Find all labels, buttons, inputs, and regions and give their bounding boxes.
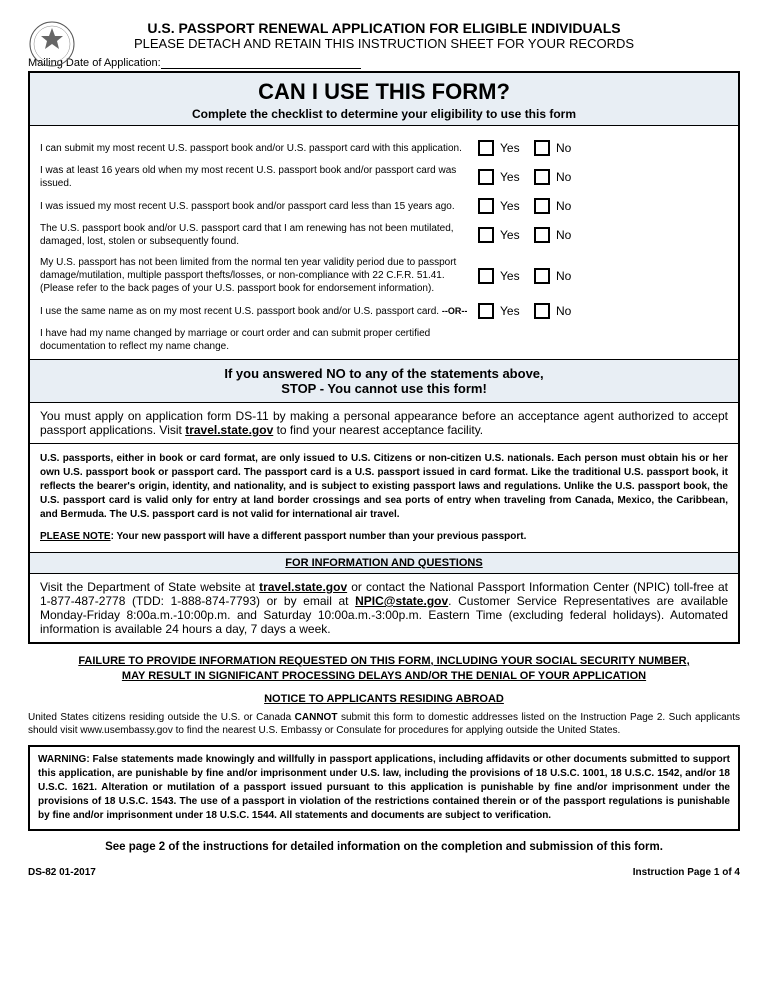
yes-checkbox[interactable] [478,268,494,284]
npic-email-link[interactable]: NPIC@state.gov [355,594,448,608]
question-text: I use the same name as on my most recent… [40,305,470,318]
page-footer: DS-82 01-2017 Instruction Page 1 of 4 [28,867,740,878]
stop-notice: If you answered NO to any of the stateme… [30,360,738,403]
checklist-questions: I can submit my most recent U.S. passpor… [30,126,738,360]
eligibility-header: CAN I USE THIS FORM? Complete the checkl… [30,73,738,126]
no-checkbox[interactable] [534,268,550,284]
ds11-instruction: You must apply on application form DS-11… [30,403,738,444]
no-label: No [556,228,584,242]
question-row: I can submit my most recent U.S. passpor… [40,140,728,156]
cannot-text: CANNOT [295,712,338,723]
no-label: No [556,141,584,155]
yes-label: Yes [500,228,528,242]
mailing-date-input[interactable] [161,68,361,69]
no-checkbox[interactable] [534,198,550,214]
can-i-use-title: CAN I USE THIS FORM? [34,79,734,105]
question-text: The U.S. passport book and/or U.S. passp… [40,222,470,248]
checklist-subtitle: Complete the checklist to determine your… [34,107,734,121]
info-paragraph: U.S. passports, either in book or card f… [40,452,728,522]
yes-label: Yes [500,269,528,283]
abroad-title: NOTICE TO APPLICANTS RESIDING ABROAD [28,693,740,705]
npic-contact: Visit the Department of State website at… [30,574,738,642]
q6b-text: I have had my name changed by marriage o… [40,327,470,353]
us-seal-icon [28,20,76,68]
stop-line-1: If you answered NO to any of the stateme… [36,366,732,381]
yes-label: Yes [500,199,528,213]
yes-label: Yes [500,141,528,155]
no-checkbox[interactable] [534,140,550,156]
npic-p1: Visit the Department of State website at [40,580,259,594]
abroad-text: United States citizens residing outside … [28,711,740,737]
note-text: : Your new passport will have a differen… [111,531,527,542]
question-text: I was issued my most recent U.S. passpor… [40,200,470,213]
yes-label: Yes [500,170,528,184]
no-checkbox[interactable] [534,169,550,185]
failure-line-2: MAY RESULT IN SIGNIFICANT PROCESSING DEL… [28,669,740,684]
failure-notice: FAILURE TO PROVIDE INFORMATION REQUESTED… [28,654,740,685]
ds11-post: to find your nearest acceptance facility… [273,423,483,437]
form-number: DS-82 01-2017 [28,867,96,878]
see-page-2: See page 2 of the instructions for detai… [28,841,740,853]
page-number: Instruction Page 1 of 4 [633,867,740,878]
yes-checkbox[interactable] [478,169,494,185]
info-questions-title: FOR INFORMATION AND QUESTIONS [30,553,738,574]
note-label: PLEASE NOTE [40,531,111,542]
q6a-text: I use the same name as on my most recent… [40,306,442,317]
question-row: The U.S. passport book and/or U.S. passp… [40,222,728,248]
failure-line-1: FAILURE TO PROVIDE INFORMATION REQUESTED… [28,654,740,669]
no-checkbox[interactable] [534,227,550,243]
or-text: --OR-- [442,306,468,316]
warning-box: WARNING: False statements made knowingly… [28,745,740,831]
yes-checkbox[interactable] [478,303,494,319]
no-label: No [556,170,584,184]
question-row: My U.S. passport has not been limited fr… [40,256,728,295]
no-label: No [556,199,584,213]
question-text: My U.S. passport has not been limited fr… [40,256,470,295]
question-row: I was at least 16 years old when my most… [40,164,728,190]
no-checkbox[interactable] [534,303,550,319]
question-text: I was at least 16 years old when my most… [40,164,470,190]
travel-state-link-2[interactable]: travel.state.gov [259,580,347,594]
please-note: PLEASE NOTE: Your new passport will have… [40,530,728,544]
no-label: No [556,269,584,283]
travel-state-link[interactable]: travel.state.gov [185,423,273,437]
yes-checkbox[interactable] [478,140,494,156]
yes-checkbox[interactable] [478,198,494,214]
no-label: No [556,304,584,318]
question-row: I was issued my most recent U.S. passpor… [40,198,728,214]
question-text: I can submit my most recent U.S. passpor… [40,142,470,155]
mailing-date-field: Mailing Date of Application: [28,57,740,69]
yes-label: Yes [500,304,528,318]
document-header: U.S. PASSPORT RENEWAL APPLICATION FOR EL… [28,20,740,51]
title-line-1: U.S. PASSPORT RENEWAL APPLICATION FOR EL… [28,20,740,36]
passport-info-block: U.S. passports, either in book or card f… [30,444,738,553]
title-line-2: PLEASE DETACH AND RETAIN THIS INSTRUCTIO… [28,36,740,51]
main-form-box: CAN I USE THIS FORM? Complete the checkl… [28,71,740,644]
yes-checkbox[interactable] [478,227,494,243]
question-row: I use the same name as on my most recent… [40,303,728,319]
abroad-p1: United States citizens residing outside … [28,712,295,723]
stop-line-2: STOP - You cannot use this form! [36,381,732,396]
